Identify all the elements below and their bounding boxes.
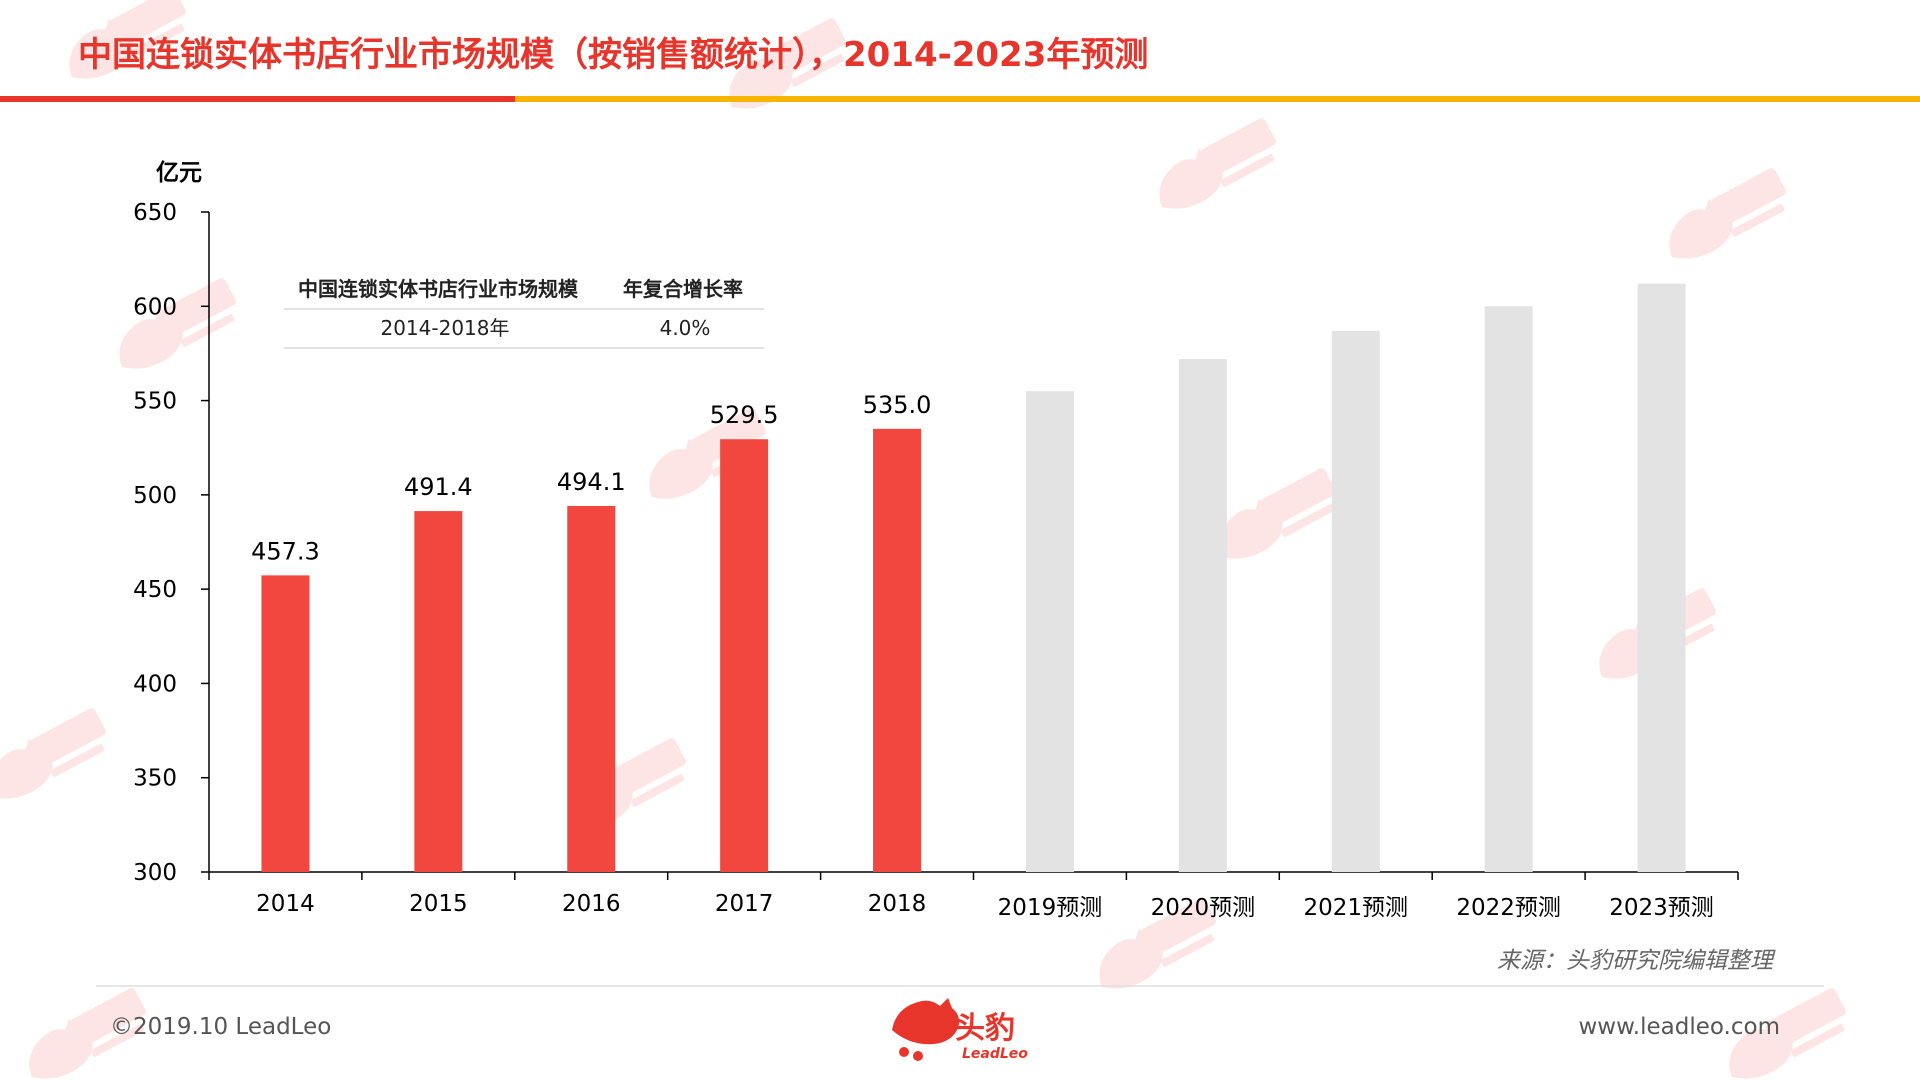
watermark-logo	[1669, 168, 1786, 259]
x-tick-label: 2019预测	[998, 895, 1103, 921]
y-tick-label: 300	[133, 860, 177, 886]
header-rule-yellow	[515, 96, 1920, 102]
leopard-icon	[892, 998, 960, 1061]
leadleo-logo[interactable]: 头豹 LeadLeo	[892, 998, 1028, 1062]
y-tick-label: 450	[133, 577, 177, 603]
x-tick-label: 2016	[562, 891, 621, 917]
data-labels: 457.3 491.4 494.1 529.5 535.0	[251, 391, 931, 566]
source-note: 来源：头豹研究院编辑整理	[1497, 948, 1776, 974]
header-rule-red	[0, 96, 515, 102]
y-axis-unit: 亿元	[156, 160, 202, 186]
x-tick-label: 2022预测	[1456, 895, 1561, 921]
x-tick-label: 2015	[409, 891, 468, 917]
y-tick-label: 600	[133, 294, 177, 320]
bar-forecast	[1484, 306, 1533, 872]
table-cell-period: 2014-2018年	[380, 316, 509, 340]
y-tick-label: 350	[133, 766, 177, 792]
y-tick-label: 650	[133, 200, 177, 226]
logo-text-cn: 头豹	[955, 1011, 1015, 1046]
bar-forecast	[1178, 359, 1227, 873]
watermark-logo	[29, 988, 146, 1079]
watermark-logo	[1729, 988, 1846, 1079]
x-tick-label: 2020预测	[1151, 895, 1256, 921]
watermark-logo	[69, 0, 186, 79]
slide-title: 中国连锁实体书店行业市场规模（按销售额统计），2014-2023年预测	[78, 35, 1148, 75]
bar-actual	[873, 428, 922, 872]
x-tick-labels: 2014 2015 2016 2017 2018 2019预测 2020预测 2021预测 20…	[256, 891, 1714, 921]
y-tick-label: 400	[133, 671, 177, 697]
x-ticks	[208, 872, 1739, 880]
y-ticks: 300 350 400 450 500 550 600 650	[133, 200, 209, 886]
bar-value-label: 529.5	[710, 401, 779, 429]
footer-copyright: ©2019.10 LeadLeo	[110, 1014, 331, 1040]
logo-text-en: LeadLeo	[962, 1046, 1028, 1062]
watermark-logo	[1099, 898, 1216, 989]
watermark-logo	[729, 18, 846, 109]
bar-actual	[414, 511, 463, 872]
bar-actual	[567, 505, 616, 872]
table-header-market: 中国连锁实体书店行业市场规模	[298, 277, 579, 301]
bar-value-label: 491.4	[404, 473, 473, 501]
x-tick-label: 2021预测	[1303, 895, 1408, 921]
watermark-logo	[119, 278, 236, 369]
footer-website[interactable]: www.leadleo.com	[1578, 1014, 1780, 1040]
bar-value-label: 535.0	[863, 391, 932, 419]
watermark-logo	[1159, 118, 1276, 209]
y-tick-label: 550	[133, 389, 177, 415]
x-tick-label: 2018	[868, 891, 927, 917]
bar-actual	[261, 575, 310, 872]
bars	[261, 283, 1686, 873]
y-tick-label: 500	[133, 483, 177, 509]
bar-forecast	[1331, 330, 1380, 872]
table-cell-cagr-value: 4.0%	[660, 316, 711, 340]
cagr-table: 中国连锁实体书店行业市场规模 年复合增长率 2014-2018年 4.0%	[284, 277, 764, 349]
bar-forecast	[1025, 391, 1074, 872]
bar-forecast	[1637, 283, 1686, 873]
watermark-logo	[0, 708, 106, 799]
x-tick-label: 2017	[715, 891, 774, 917]
table-header-cagr: 年复合增长率	[623, 277, 743, 301]
watermark-logo	[1219, 468, 1336, 559]
bar-value-label: 457.3	[251, 537, 320, 565]
bar-actual	[720, 439, 769, 872]
x-tick-label: 2014	[256, 891, 315, 917]
bar-value-label: 494.1	[557, 468, 626, 496]
x-tick-label: 2023预测	[1609, 895, 1714, 921]
